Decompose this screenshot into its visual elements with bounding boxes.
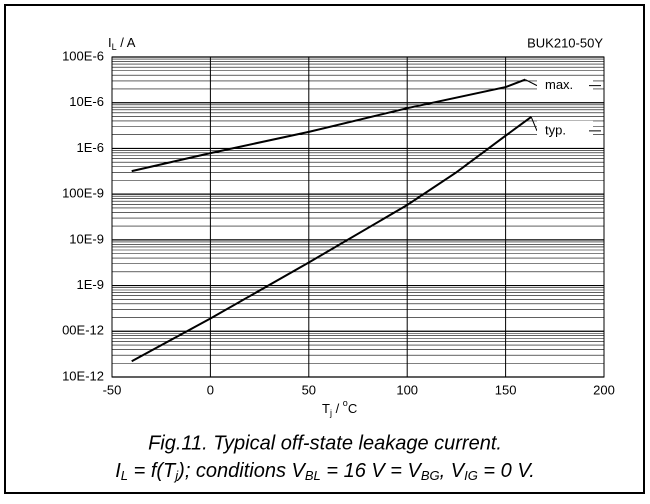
caption-sub: L: [121, 468, 128, 483]
x-label-sup: o: [343, 398, 348, 408]
caption: Fig.11. Typical off-state leakage curren…: [148, 432, 502, 454]
y-label-part: / A: [117, 35, 136, 50]
annotation: BUK210-50Y: [527, 35, 603, 50]
y-tick-label: 10E-6: [69, 94, 104, 109]
label-leader: [525, 79, 538, 87]
x-tick-label: 150: [495, 382, 517, 397]
caption-sub: IG: [464, 468, 478, 483]
label-box: [537, 120, 593, 141]
caption-part: I: [115, 460, 121, 482]
plot-border: [111, 56, 605, 378]
label-box: [537, 75, 593, 96]
y-tick-label: 1E-6: [77, 140, 104, 155]
x-label-part: /: [332, 401, 343, 416]
caption-part: ); conditions V: [176, 460, 306, 482]
y-axis-label: IL / A: [108, 35, 136, 52]
y-tick-label: 100E-6: [62, 48, 104, 63]
series-line: [131, 78, 526, 173]
x-tick-label: -50: [103, 382, 122, 397]
caption-part: , V: [440, 460, 466, 482]
x-label-sub: j: [329, 408, 332, 418]
caption-part: = f(T: [128, 460, 177, 482]
y-tick-label: 00E-12: [62, 323, 104, 338]
y-label-part: I: [108, 35, 112, 50]
x-tick-label: 100: [396, 382, 418, 397]
y-tick-label: 1E-9: [77, 277, 104, 292]
x-tick-label: 0: [207, 382, 214, 397]
caption-part: = 16 V = V: [321, 460, 423, 482]
caption-sub: BG: [421, 468, 440, 483]
y-tick-label: 10E-9: [69, 231, 104, 246]
y-tick-label: 100E-9: [62, 186, 104, 201]
caption-part: = 0 V.: [478, 460, 535, 482]
x-tick-label: 50: [302, 382, 316, 397]
y-tick-label: 10E-12: [62, 368, 104, 383]
caption-sub: j: [173, 468, 179, 483]
caption-sub: BL: [305, 468, 321, 483]
y-label-sub: L: [112, 42, 117, 52]
x-axis-label: Tj / oC: [322, 398, 357, 418]
label-leader: [530, 116, 538, 132]
series-line: [131, 116, 532, 363]
x-label-part: C: [348, 401, 357, 416]
series-label: typ.: [545, 122, 566, 137]
caption: IL = f(Tj); conditions VBL = 16 V = VBG,…: [115, 460, 535, 483]
series-label: max.: [545, 77, 573, 92]
x-tick-label: 200: [593, 382, 615, 397]
x-label-part: T: [322, 401, 330, 416]
